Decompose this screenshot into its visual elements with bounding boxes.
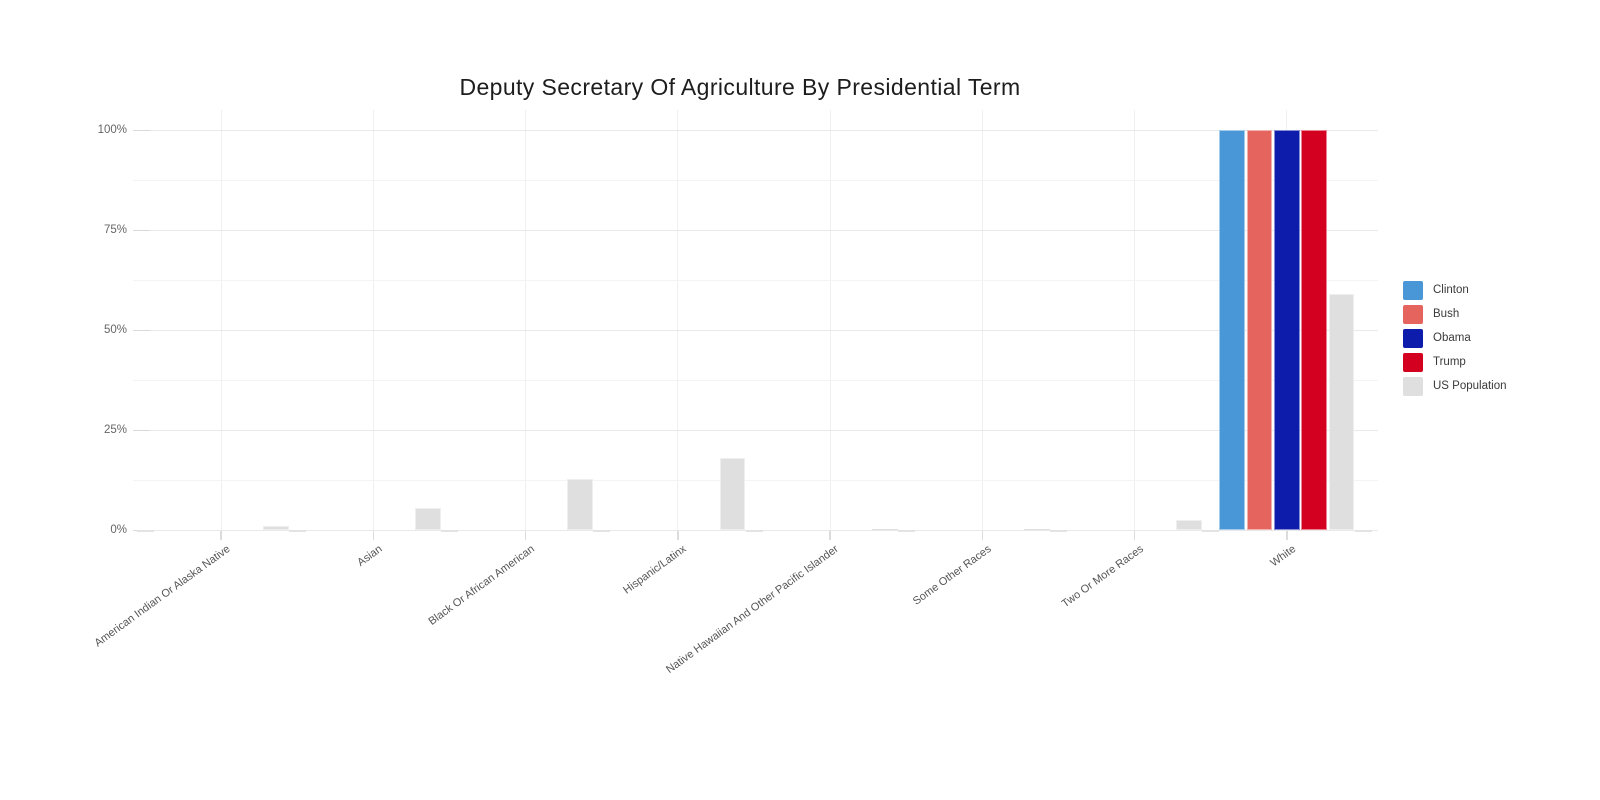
gridline-minor [133, 279, 1378, 281]
bar-us-population-two-or-more-races[interactable] [1176, 520, 1203, 530]
bar-us-population-some-other-races[interactable] [1024, 528, 1050, 530]
x-axis-tick [1286, 531, 1288, 540]
gridline-vertical [981, 110, 983, 530]
bar-us-population-black-or-african-american[interactable] [567, 478, 594, 530]
legend-item-us-population[interactable]: US Population [1403, 377, 1507, 396]
legend-item-bush[interactable]: Bush [1403, 305, 1507, 324]
x-axis-tick [677, 531, 679, 540]
y-axis-label: 100% [97, 124, 127, 136]
legend-label: US Population [1433, 380, 1507, 392]
x-axis-tick [981, 531, 984, 540]
x-axis-boundary-tick [1050, 529, 1067, 532]
x-axis-boundary-tick [1354, 529, 1372, 532]
y-axis-label: 50% [103, 324, 127, 336]
x-axis-tick [524, 531, 527, 540]
x-axis-boundary-tick [593, 529, 611, 532]
legend-swatch-trump [1403, 353, 1423, 372]
bar-clinton-white[interactable] [1219, 130, 1246, 530]
bar-us-population-white[interactable] [1328, 294, 1355, 530]
x-axis-category-label-text: American Indian Or Alaska Native [92, 543, 233, 650]
y-axis-tick [133, 229, 150, 231]
bar-us-population-american-indian-or-alaska-native[interactable] [262, 525, 289, 530]
x-axis-boundary-tick [897, 529, 915, 532]
y-axis-tick [133, 329, 150, 331]
y-axis-label: 25% [103, 424, 127, 436]
gridline-minor [133, 179, 1378, 181]
x-axis-tick [829, 531, 831, 540]
bar-us-population-native-hawaiian-and-other-pacific-islander[interactable] [871, 529, 898, 530]
x-axis-category-label-text: Asian [355, 543, 385, 569]
x-axis-boundary-tick [136, 529, 154, 532]
gridline-vertical [525, 110, 527, 530]
x-axis-boundary-tick [745, 529, 763, 532]
legend-swatch-bush [1403, 305, 1423, 324]
x-axis-category-label-text: Some Other Races [910, 543, 994, 608]
gridline-vertical [829, 110, 831, 530]
gridline-major [133, 229, 1378, 231]
gridline-vertical [677, 110, 679, 530]
bar-us-population-hispanic-latinx[interactable] [719, 458, 746, 530]
legend-swatch-us-population [1403, 377, 1423, 396]
x-axis-category-label-text: Black Or African American [426, 543, 537, 628]
chart-title: Deputy Secretary Of Agriculture By Presi… [459, 74, 1021, 100]
x-axis-category-label-text: Hispanic/Latinx [621, 543, 689, 597]
y-axis-label: 75% [103, 224, 127, 236]
gridline-vertical [1134, 110, 1136, 530]
x-axis-category-label-text: Two Or More Races [1059, 543, 1146, 611]
x-axis-boundary-tick [441, 529, 458, 532]
bar-obama-white[interactable] [1273, 130, 1300, 530]
bar-us-population-asian[interactable] [415, 507, 441, 530]
legend-label: Obama [1433, 332, 1471, 344]
legend-swatch-clinton [1403, 281, 1423, 300]
gridline-vertical [220, 110, 222, 530]
x-axis-category-label-text: White [1268, 543, 1298, 570]
legend-swatch-obama [1403, 329, 1423, 348]
legend-item-trump[interactable]: Trump [1403, 353, 1507, 372]
legend-item-obama[interactable]: Obama [1403, 329, 1507, 348]
x-axis-category-label-text: Native Hawaiian And Other Pacific Island… [664, 543, 842, 676]
legend: Clinton Bush Obama Trump US Population [1403, 281, 1507, 401]
x-axis-boundary-tick [288, 529, 306, 532]
legend-label: Trump [1433, 356, 1466, 368]
bar-trump-white[interactable] [1301, 130, 1328, 530]
x-axis-tick [220, 531, 222, 540]
y-axis-tick [133, 429, 150, 431]
y-axis-tick [133, 129, 150, 131]
gridline-major [133, 429, 1378, 431]
x-axis-tick [372, 531, 375, 540]
legend-label: Bush [1433, 308, 1460, 320]
gridline-major [133, 329, 1378, 331]
gridline-major [133, 129, 1378, 131]
x-axis-boundary-tick [1202, 529, 1220, 532]
bar-bush-white[interactable] [1246, 130, 1273, 530]
legend-label: Clinton [1433, 284, 1469, 296]
y-axis-label: 0% [110, 524, 127, 536]
gridline-minor [133, 379, 1378, 381]
gridline-vertical [372, 110, 374, 530]
x-axis-tick [1133, 531, 1136, 540]
gridline-minor [133, 479, 1378, 481]
legend-item-clinton[interactable]: Clinton [1403, 281, 1507, 300]
